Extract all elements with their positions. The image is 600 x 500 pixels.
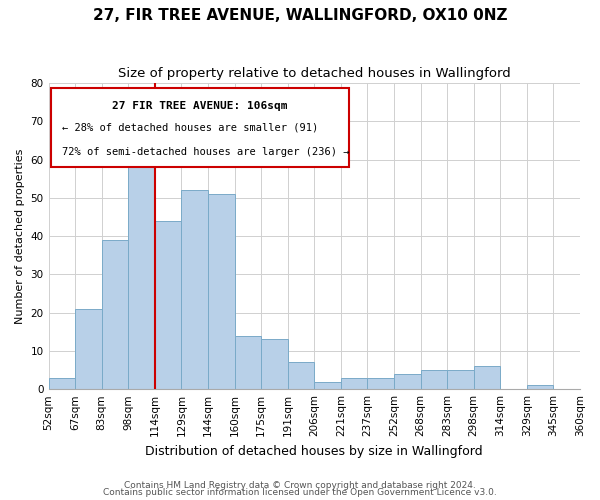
Bar bbox=[155, 221, 181, 389]
Bar bbox=[75, 309, 101, 389]
Text: ← 28% of detached houses are smaller (91): ← 28% of detached houses are smaller (91… bbox=[62, 123, 318, 133]
Text: Contains public sector information licensed under the Open Government Licence v3: Contains public sector information licen… bbox=[103, 488, 497, 497]
X-axis label: Distribution of detached houses by size in Wallingford: Distribution of detached houses by size … bbox=[145, 444, 483, 458]
Bar bbox=[447, 370, 474, 389]
Text: 27 FIR TREE AVENUE: 106sqm: 27 FIR TREE AVENUE: 106sqm bbox=[112, 102, 288, 112]
Bar bbox=[208, 194, 235, 389]
Bar bbox=[101, 240, 128, 389]
Bar bbox=[421, 370, 447, 389]
Bar bbox=[474, 366, 500, 389]
Y-axis label: Number of detached properties: Number of detached properties bbox=[15, 148, 25, 324]
Bar bbox=[341, 378, 367, 389]
Bar bbox=[261, 340, 287, 389]
Bar bbox=[49, 378, 75, 389]
Bar bbox=[287, 362, 314, 389]
Title: Size of property relative to detached houses in Wallingford: Size of property relative to detached ho… bbox=[118, 68, 511, 80]
Text: Contains HM Land Registry data © Crown copyright and database right 2024.: Contains HM Land Registry data © Crown c… bbox=[124, 480, 476, 490]
FancyBboxPatch shape bbox=[51, 88, 349, 167]
Text: 27, FIR TREE AVENUE, WALLINGFORD, OX10 0NZ: 27, FIR TREE AVENUE, WALLINGFORD, OX10 0… bbox=[93, 8, 507, 22]
Bar bbox=[128, 164, 155, 389]
Bar bbox=[367, 378, 394, 389]
Bar bbox=[394, 374, 421, 389]
Text: 72% of semi-detached houses are larger (236) →: 72% of semi-detached houses are larger (… bbox=[62, 148, 349, 158]
Bar bbox=[314, 382, 341, 389]
Bar bbox=[235, 336, 261, 389]
Bar bbox=[527, 386, 553, 389]
Bar bbox=[181, 190, 208, 389]
